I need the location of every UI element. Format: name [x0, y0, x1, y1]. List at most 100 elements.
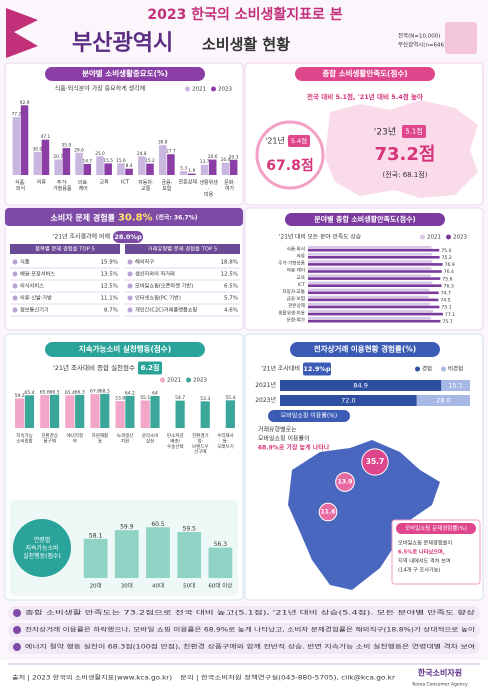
x-tick-label: 30대 [121, 582, 133, 590]
legend-label: 2023 [193, 378, 207, 384]
y-tick-label: 생활위생·미용 [278, 309, 305, 316]
table-cell: 4.6% [224, 308, 238, 314]
data-label: 64 [152, 391, 158, 397]
pill [45, 67, 205, 81]
bar [138, 156, 146, 175]
table-cell: 5.7% [224, 296, 238, 302]
legend-label: 2021 [427, 235, 441, 241]
data-label: 28.0 [436, 397, 450, 405]
bar [179, 171, 188, 175]
bar [33, 151, 42, 175]
chart-subtitle: '21년 대비 모든 분야 만족도 상승 [279, 233, 362, 241]
pill [303, 362, 331, 376]
row-icon [12, 307, 18, 313]
icon [445, 22, 477, 54]
data-label: 47.1 [41, 134, 51, 140]
bar [114, 530, 139, 578]
data-label: 35.9 [62, 143, 72, 149]
y-tick-label: 의류 [297, 253, 305, 260]
highlight: 12.9%p [303, 365, 331, 373]
pill [290, 342, 440, 357]
sample: 부산광역시(n=646) [398, 41, 446, 49]
table-cell: 생산자와의 직거래 [135, 270, 175, 278]
org-en: Korea Consumer Agency [412, 682, 468, 688]
bar [221, 162, 230, 175]
bar [20, 105, 29, 175]
data-label: 24.8 [137, 151, 147, 157]
data-label: 65.4 [65, 390, 75, 396]
pill [295, 67, 435, 81]
y-tick-label: 2023년 [255, 396, 276, 404]
eyebrow: 2023 한국의 소비생활지표로 본 [147, 6, 342, 23]
pill [138, 361, 162, 375]
data-label: 59.5 [183, 526, 197, 533]
table-header-text: 품목별 문제 경험률 TOP 5 [35, 245, 95, 253]
legend-swatch [185, 86, 190, 92]
bar [208, 159, 217, 175]
bar [308, 288, 430, 292]
data-label: 77.2 [12, 112, 22, 118]
data-label: 64.2 [125, 390, 135, 396]
legend-label: 2021 [192, 87, 206, 93]
data-label: 1.9 [188, 168, 195, 174]
legend-swatch [211, 86, 216, 92]
table-cell: 6.5% [224, 284, 238, 290]
bar [208, 547, 233, 578]
bar [62, 148, 71, 175]
data-label: 20.6 [208, 154, 218, 160]
callout [391, 519, 481, 585]
bar [15, 398, 25, 428]
x-tick-label: 녹색생산 지원 [117, 432, 134, 444]
year-label: '23년 [374, 127, 396, 138]
delta: 5.4점 [291, 137, 307, 145]
bar [308, 291, 439, 295]
pill [45, 342, 205, 357]
bar [175, 400, 185, 428]
table-header [125, 244, 240, 254]
data-label: 68.3 [100, 388, 110, 394]
bar [308, 277, 441, 280]
x-tick-label: 자동차· 교통 [138, 179, 154, 192]
y-tick-label: 문화·여가 [287, 316, 306, 323]
row-icon [127, 271, 133, 277]
legend-label: 2023 [453, 235, 467, 241]
data-label: 72.0 [341, 397, 355, 405]
bar [40, 395, 50, 428]
data-label: 8.4 [126, 163, 133, 169]
data-label: 77.1 [445, 312, 455, 318]
bar [75, 394, 85, 428]
data-label: 13.7 [200, 159, 210, 165]
data-label: 76.9 [445, 262, 455, 268]
data-label: 92.9 [20, 100, 30, 106]
x-tick-label: 생활위생 · 미용 [199, 179, 218, 198]
x-tick-label: 탄소저감 배송/수송선택 [167, 432, 184, 450]
legend-label: 2023 [218, 87, 232, 93]
bar [167, 154, 175, 175]
bar [115, 401, 125, 428]
bar [150, 396, 160, 428]
table-cell: 해외직구 [135, 258, 154, 266]
chart-subtitle: 전국 대비 5.1점, '21년 대비 5.4점 높아 [307, 92, 423, 101]
summary-text: 에너지 절약 행동 실천이 68.3점(100점 만점), 친환경 상품구매와 … [25, 643, 475, 651]
note: '21년 조사결과에 비해 [53, 233, 110, 241]
data-label: 56.3 [214, 541, 228, 548]
summary-box [8, 606, 480, 620]
bar-segment [441, 380, 470, 391]
bar [54, 159, 62, 175]
summary-box [8, 640, 480, 654]
data-label: 54.7 [175, 395, 185, 401]
bar [308, 260, 433, 263]
band [5, 208, 243, 226]
title: 부산광역시 [72, 31, 173, 56]
x-tick-label: 식품· 외식 [15, 179, 26, 192]
row-icon [127, 295, 133, 301]
bar [83, 538, 108, 578]
y-tick-label: 의료·케어 [287, 267, 305, 274]
check [13, 643, 21, 651]
data-label: 66.3 [75, 389, 85, 395]
title-part: 30.8% [118, 213, 153, 224]
pill [113, 231, 143, 243]
bar [308, 302, 431, 306]
title-part: (전국: 36.7%) [156, 213, 198, 221]
legend-swatch [160, 377, 165, 383]
